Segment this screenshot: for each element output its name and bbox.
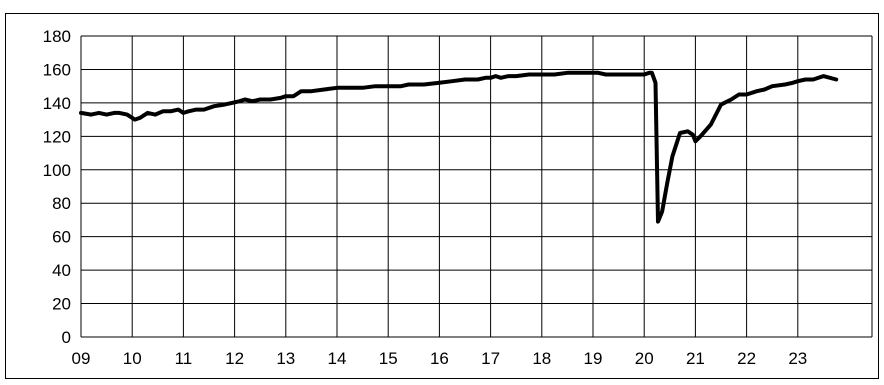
x-tick-label: 20: [635, 349, 654, 368]
y-tick-label: 80: [52, 194, 71, 213]
y-tick-label: 20: [52, 295, 71, 314]
x-tick-label: 18: [532, 349, 551, 368]
y-tick-label: 40: [52, 261, 71, 280]
series-line: [79, 70, 839, 224]
series-layer: [79, 70, 839, 224]
y-tick-label: 120: [43, 127, 71, 146]
grid-lines: [80, 35, 873, 338]
y-tick-label: 60: [52, 228, 71, 247]
y-tick-label: 140: [43, 94, 71, 113]
x-tick-label: 09: [72, 349, 91, 368]
x-axis-tick-labels: 09 10 11 12 13 14 15 16 17 18 19 20 21 22 23: [72, 349, 808, 368]
x-tick-label: 19: [584, 349, 603, 368]
x-tick-label: 16: [430, 349, 449, 368]
y-tick-label: 100: [43, 161, 71, 180]
x-tick-label: 15: [379, 349, 398, 368]
x-tick-label: 17: [481, 349, 500, 368]
x-tick-label: 23: [788, 349, 807, 368]
x-tick-label: 11: [175, 349, 193, 368]
y-tick-label: 0: [62, 328, 71, 347]
x-tick-label: 12: [225, 349, 244, 368]
chart-frame: 0 20 40 60 80 100 120 140 160 180 09 10 11 12 13 14 15 1…: [5, 13, 879, 379]
y-axis-tick-labels: 0 20 40 60 80 100 120 140 160 180: [43, 27, 71, 347]
y-tick-label: 180: [43, 27, 71, 46]
x-tick-label: 13: [276, 349, 295, 368]
y-tick-label: 160: [43, 60, 71, 79]
line-chart: 0 20 40 60 80 100 120 140 160 180 09 10 11 12 13 14 15 1…: [43, 27, 873, 368]
x-tick-label: 14: [328, 349, 347, 368]
x-tick-label: 10: [123, 349, 142, 368]
x-tick-label: 21: [686, 349, 705, 368]
x-tick-label: 22: [737, 349, 756, 368]
